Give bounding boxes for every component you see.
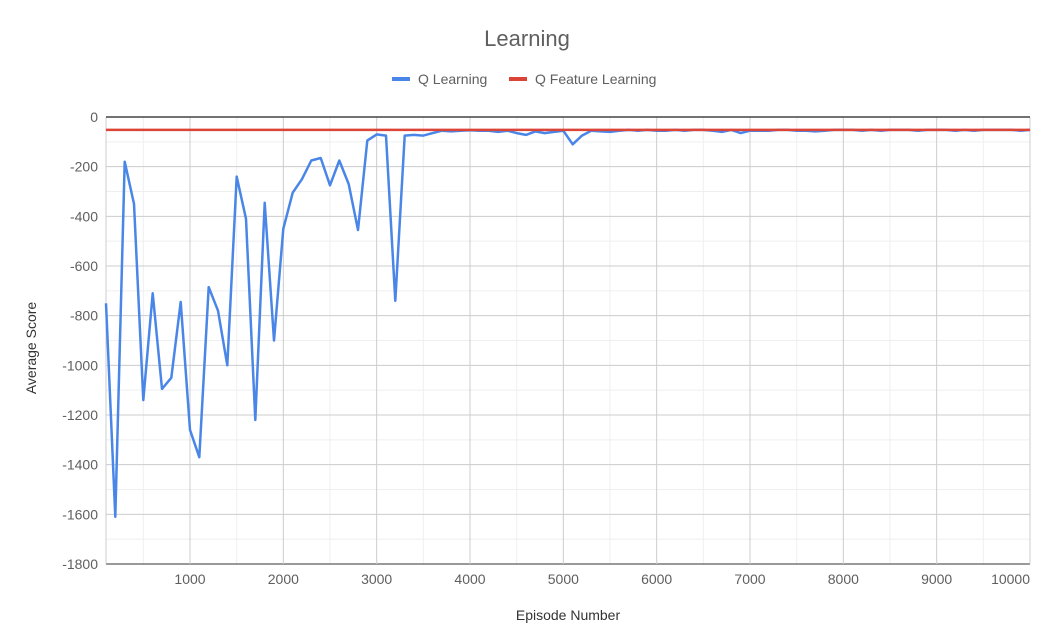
y-tick-label: -800: [70, 308, 98, 324]
x-axis-ticks: 1000 2000 3000 4000 5000 6000 7000 8000 9000 1000…: [174, 571, 1030, 587]
y-tick-label: -200: [70, 159, 98, 175]
legend-swatch-q-learning: [392, 77, 410, 81]
chart-title: Learning: [484, 26, 570, 51]
y-tick-label: -1000: [62, 357, 98, 373]
legend-label-q-learning: Q Learning: [418, 71, 487, 87]
x-tick-label: 8000: [828, 571, 859, 587]
x-tick-label: 4000: [454, 571, 485, 587]
legend-swatch-q-feature-learning: [509, 77, 527, 81]
x-tick-label: 10000: [991, 571, 1030, 587]
y-tick-label: -1600: [62, 506, 98, 522]
y-axis-ticks: 0 -200 -400 -600 -800 -1000 -1200 -1400 -1600 -18…: [62, 109, 98, 572]
y-tick-label: -600: [70, 258, 98, 274]
x-tick-label: 3000: [361, 571, 392, 587]
y-tick-label: -1400: [62, 457, 98, 473]
x-tick-label: 9000: [921, 571, 952, 587]
x-tick-label: 6000: [641, 571, 672, 587]
x-tick-label: 5000: [548, 571, 579, 587]
series-line-q-learning: [104, 128, 1031, 519]
y-tick-label: -1800: [62, 556, 98, 572]
legend: Q Learning Q Feature Learning: [392, 71, 656, 87]
x-tick-label: 2000: [268, 571, 299, 587]
legend-label-q-feature-learning: Q Feature Learning: [535, 71, 656, 87]
y-axis-label: Average Score: [23, 302, 39, 395]
x-axis-label: Episode Number: [516, 607, 621, 623]
series-layer: [104, 128, 1031, 519]
y-tick-label: -400: [70, 208, 98, 224]
y-tick-label: 0: [90, 109, 98, 125]
x-tick-label: 7000: [734, 571, 765, 587]
x-tick-label: 1000: [174, 571, 205, 587]
y-tick-label: -1200: [62, 407, 98, 423]
grid: [105, 117, 1031, 565]
